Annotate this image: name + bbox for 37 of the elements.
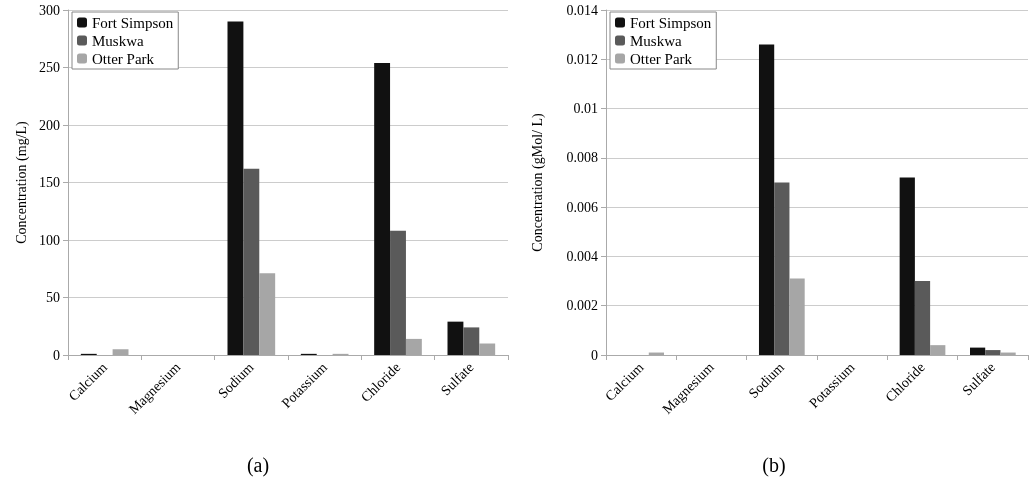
y-tick-label: 0.004 [566, 248, 598, 264]
bar [969, 347, 986, 355]
legend-label: Otter Park [92, 50, 155, 67]
y-tick-label: 0 [591, 347, 598, 363]
bar [390, 230, 406, 355]
legend-label: Fort Simpson [630, 14, 712, 31]
legend-label: Otter Park [630, 50, 693, 67]
bar [774, 182, 790, 355]
y-tick-label: 250 [39, 60, 60, 75]
y-tick-label: 0.006 [566, 199, 598, 215]
legend-label: Muskwa [92, 32, 145, 49]
bar [914, 281, 931, 355]
text: (b) [762, 454, 786, 477]
y-tick-label: 0.014 [566, 2, 598, 18]
y-axis-title: Concentration (mg/L) [13, 120, 30, 244]
y-tick-label: 0.012 [566, 51, 598, 67]
y-tick-label: 150 [39, 175, 60, 190]
bar [243, 168, 260, 355]
bar [374, 62, 391, 355]
bar [985, 350, 1001, 355]
bar [463, 327, 480, 355]
y-axis-title: Concentration (gMol/ L) [529, 112, 546, 252]
y-tick-label: 100 [39, 232, 60, 248]
y-tick-label: 300 [39, 2, 60, 18]
bar [758, 44, 775, 355]
y-tick-label: 0.01 [573, 101, 598, 117]
y-tick-label: 0.008 [566, 150, 598, 166]
y-tick-label: 50 [46, 290, 60, 305]
bar [447, 321, 464, 355]
y-tick-label: 0 [53, 347, 60, 363]
bar [899, 177, 915, 355]
legend-label: Muskwa [630, 32, 683, 49]
y-tick-label: 0.002 [566, 298, 598, 314]
text: (a) [246, 454, 270, 477]
legend-label: Fort Simpson [92, 14, 174, 31]
y-tick-label: 200 [39, 117, 60, 133]
bar [227, 21, 244, 355]
